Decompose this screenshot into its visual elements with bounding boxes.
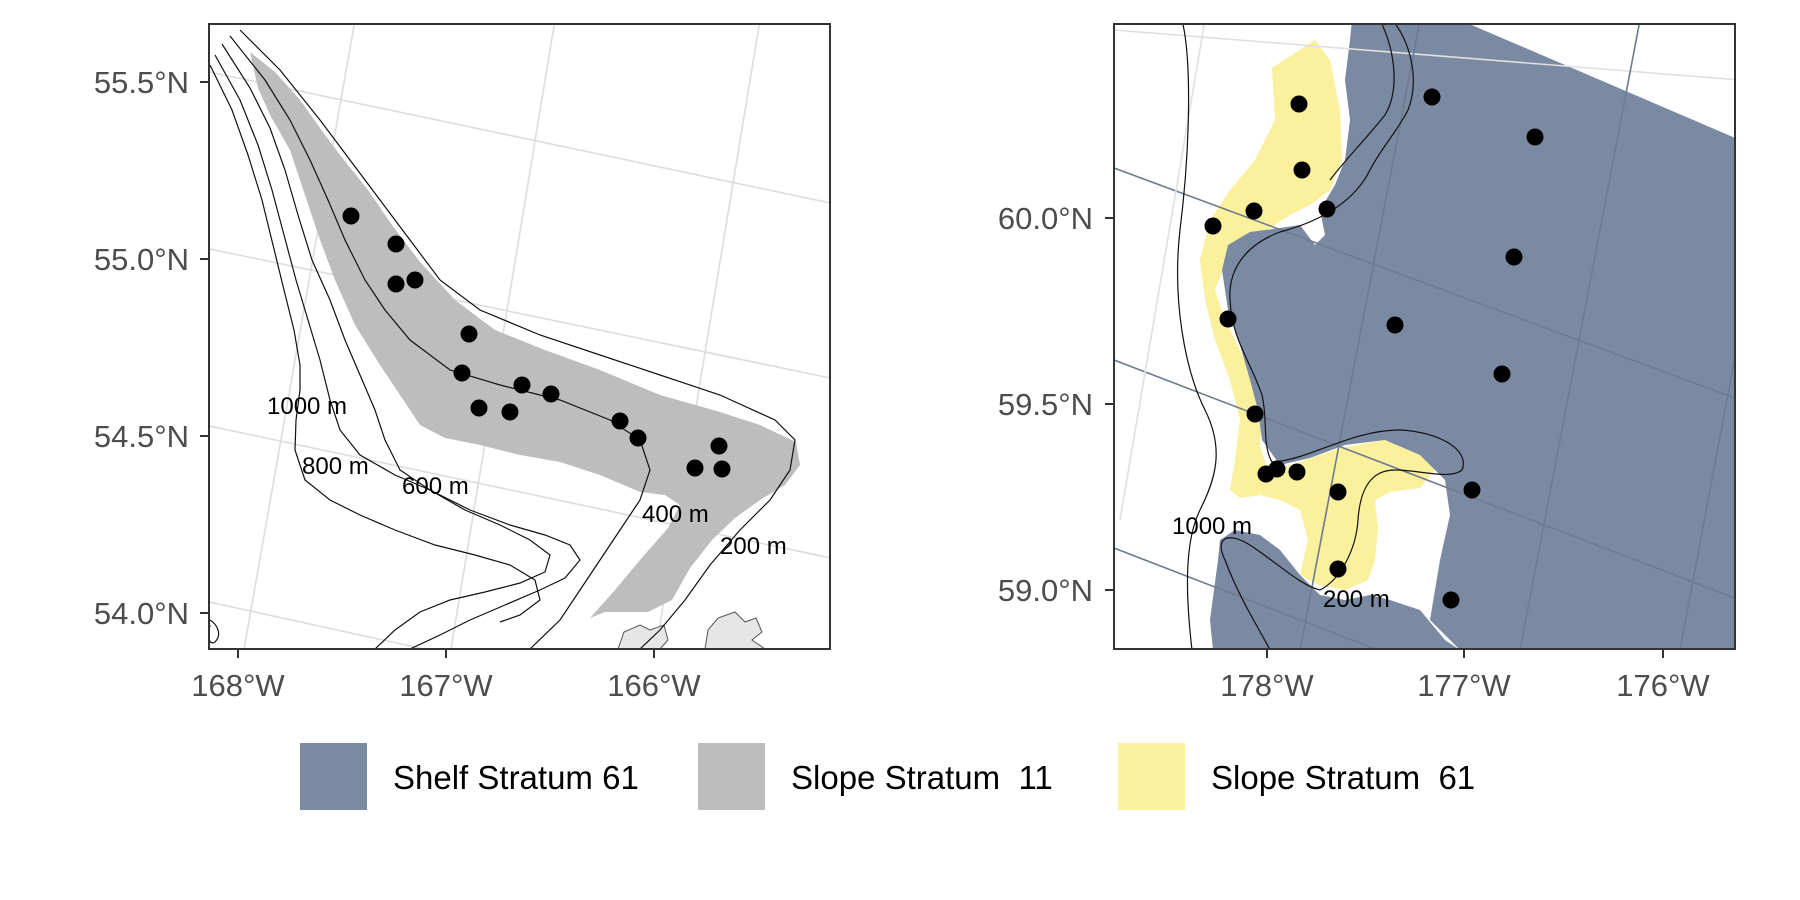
right-stations (1204, 88, 1544, 609)
lon-tick-178W: 178°W (1220, 668, 1314, 703)
legend-swatch-shelf-61 (300, 743, 367, 810)
lat-tick-54.5: 54.5°N (94, 419, 189, 454)
legend-label-slope-11: Slope Stratum 11 (791, 759, 1053, 796)
right-graticule (1114, 24, 1735, 649)
lon-tick-166W: 166°W (607, 668, 701, 703)
lat-tick-54.0: 54.0°N (94, 596, 189, 631)
lat-tick-55.0: 55.0°N (94, 242, 189, 277)
lon-tick-176W: 176°W (1616, 668, 1710, 703)
slope-stratum-11-area (250, 52, 800, 618)
left-lon-axis: 168°W 167°W 166°W (191, 649, 701, 703)
slope-stratum-61-area (1200, 40, 1435, 590)
contour-label-200m: 200 m (720, 533, 787, 560)
contour-label-800m: 800 m (302, 453, 369, 480)
land-mass-left-1 (617, 624, 669, 649)
legend-label-shelf-61: Shelf Stratum 61 (393, 759, 639, 796)
lat-tick-59.0: 59.0°N (998, 573, 1093, 608)
left-contours (209, 29, 796, 649)
lon-tick-177W: 177°W (1417, 668, 1511, 703)
left-graticule (209, 24, 830, 649)
left-lat-axis: 55.5°N 55.0°N 54.5°N 54.0°N (94, 65, 209, 631)
lat-tick-60.0: 60.0°N (998, 201, 1093, 236)
right-lon-axis: 178°W 177°W 176°W (1220, 649, 1710, 703)
left-map-panel: 1000 m 800 m 600 m 400 m 200 m 55.5°N 55… (94, 23, 831, 703)
shelf-stratum-61-area-north (1222, 24, 1735, 649)
legend-swatch-slope-61 (1118, 743, 1185, 810)
legend: Shelf Stratum 61 Slope Stratum 11 Slope … (300, 743, 1475, 810)
lat-tick-55.5: 55.5°N (94, 65, 189, 100)
left-contour-labels: 1000 m 800 m 600 m 400 m 200 m (267, 393, 787, 560)
legend-swatch-slope-11 (698, 743, 765, 810)
right-map-panel: 1000 m 200 m 60.0°N 59.5°N 59.0°N 178°W … (998, 23, 1736, 703)
contour-label-1000m-right: 1000 m (1172, 513, 1252, 540)
right-contour-labels: 1000 m 200 m (1172, 513, 1390, 613)
right-lat-axis: 60.0°N 59.5°N 59.0°N (998, 201, 1114, 608)
lon-tick-168W: 168°W (191, 668, 285, 703)
left-stations (342, 207, 731, 478)
lon-tick-167W: 167°W (399, 668, 493, 703)
contour-label-1000m: 1000 m (267, 393, 347, 420)
contour-label-200m-right: 200 m (1323, 586, 1390, 613)
shelf-stratum-61-area-south (1210, 530, 1459, 649)
lat-tick-59.5: 59.5°N (998, 387, 1093, 422)
right-contours (1177, 24, 1464, 649)
land-mass-left-2 (704, 611, 766, 649)
contour-label-600m: 600 m (402, 473, 469, 500)
legend-label-slope-61: Slope Stratum 61 (1211, 759, 1475, 796)
contour-label-400m: 400 m (642, 501, 709, 528)
